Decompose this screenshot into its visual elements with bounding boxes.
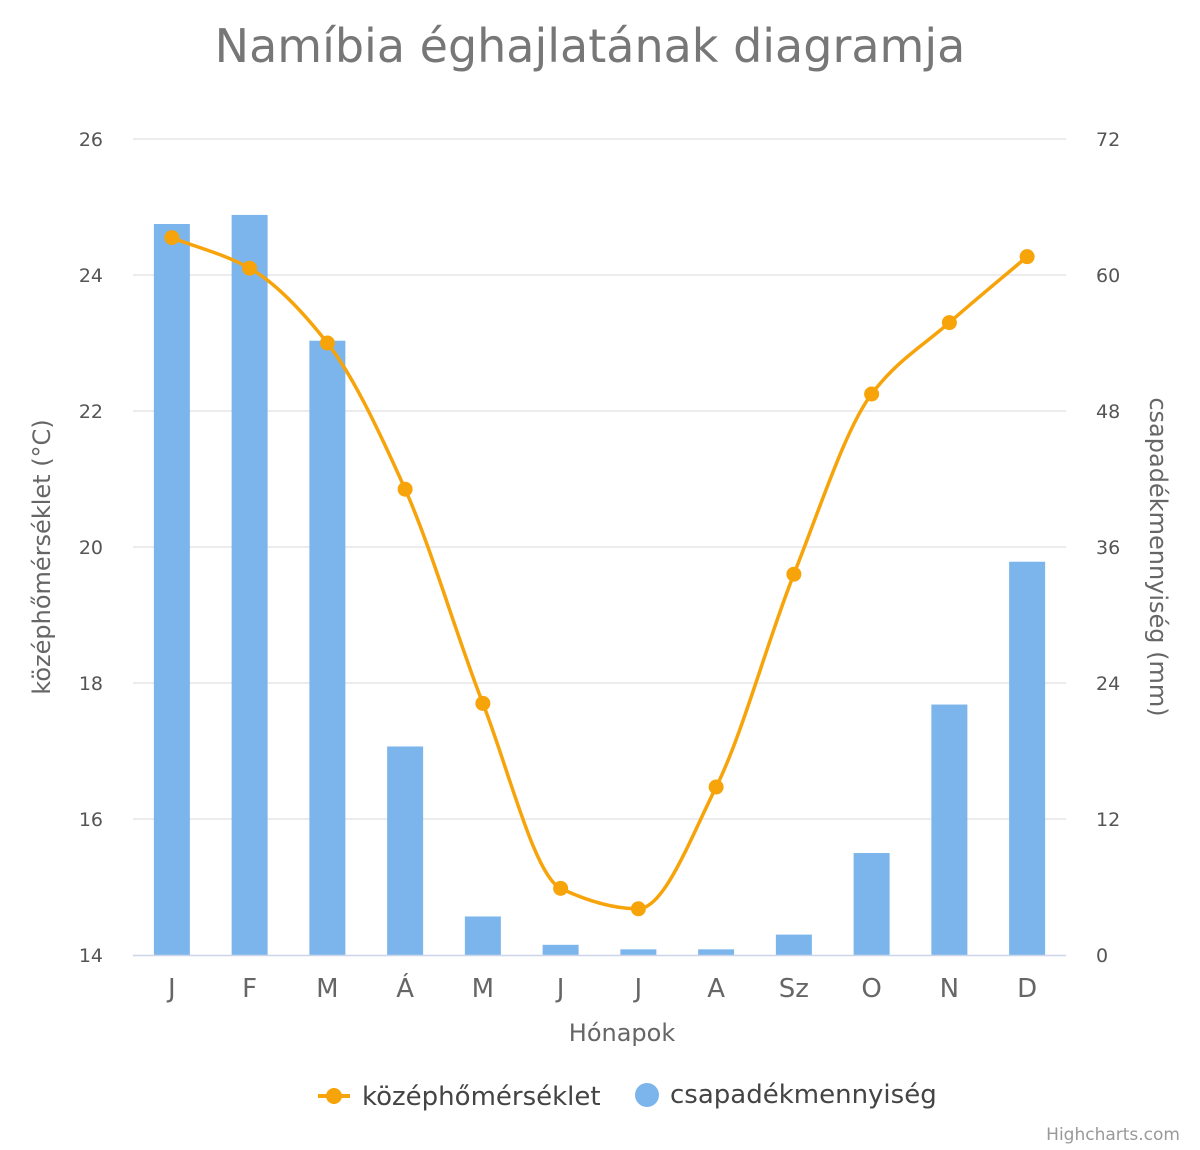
legend-item-precipitation[interactable]: csapadékmennyiség xyxy=(635,1080,937,1110)
x-tick-label: A xyxy=(707,974,725,1004)
x-tick-label: J xyxy=(166,974,176,1004)
temperature-point[interactable] xyxy=(786,566,802,582)
left-y-tick-label: 24 xyxy=(79,265,103,287)
right-y-tick-label: 60 xyxy=(1096,265,1120,287)
chart-title: Namíbia éghajlatának diagramja xyxy=(215,19,966,73)
legend-label-precipitation: csapadékmennyiség xyxy=(670,1080,937,1110)
precipitation-bars xyxy=(153,214,1046,955)
precipitation-bar[interactable] xyxy=(620,949,657,955)
right-y-tick-label: 36 xyxy=(1096,537,1120,559)
axes: 14 16 18 20 22 24 26 0 12 24 36 48 60 72 J F M Á M J J A Sz O N D xyxy=(79,129,1120,1004)
temperature-point[interactable] xyxy=(164,230,180,246)
x-tick-label: F xyxy=(242,974,257,1004)
temperature-point[interactable] xyxy=(941,315,957,331)
left-y-axis-title: középhőmérséklet (°C) xyxy=(28,419,56,694)
x-tick-label: Sz xyxy=(779,974,809,1004)
precipitation-bar[interactable] xyxy=(231,214,268,955)
x-axis-title: Hónapok xyxy=(569,1019,676,1047)
temperature-point[interactable] xyxy=(397,481,413,497)
left-y-tick-label: 20 xyxy=(79,537,103,559)
x-tick-label: M xyxy=(472,974,494,1004)
precipitation-bar[interactable] xyxy=(698,949,735,955)
right-y-tick-label: 24 xyxy=(1096,673,1120,695)
temperature-point[interactable] xyxy=(475,695,491,711)
temperature-line[interactable] xyxy=(170,235,1029,911)
right-y-tick-label: 12 xyxy=(1096,809,1120,831)
left-y-tick-label: 26 xyxy=(79,129,103,151)
x-tick-label: O xyxy=(861,974,881,1004)
legend-label-temperature: középhőmérséklet xyxy=(362,1082,601,1112)
temperature-point[interactable] xyxy=(1019,249,1035,265)
right-y-tick-label: 48 xyxy=(1096,401,1120,423)
temperature-point[interactable] xyxy=(630,901,646,917)
legend-marker-symbol xyxy=(326,1088,342,1104)
precipitation-bar[interactable] xyxy=(542,944,579,955)
precipitation-bar[interactable] xyxy=(1009,561,1046,955)
temperature-point[interactable] xyxy=(553,880,569,896)
x-tick-label: D xyxy=(1017,974,1037,1004)
grid-lines xyxy=(133,138,1066,820)
left-y-tick-label: 16 xyxy=(79,809,103,831)
precipitation-bar[interactable] xyxy=(309,340,346,955)
temperature-point[interactable] xyxy=(708,779,724,795)
temperature-line-series xyxy=(164,230,1035,917)
left-y-tick-label: 14 xyxy=(79,945,103,967)
precipitation-bar[interactable] xyxy=(387,746,424,955)
temperature-point[interactable] xyxy=(319,335,335,351)
precipitation-bar[interactable] xyxy=(853,853,890,955)
right-y-tick-label: 72 xyxy=(1096,129,1120,151)
legend-circle-symbol xyxy=(635,1083,659,1107)
x-tick-label: N xyxy=(940,974,959,1004)
x-tick-label: J xyxy=(633,974,643,1004)
x-tick-label: M xyxy=(316,974,338,1004)
temperature-point[interactable] xyxy=(242,260,258,276)
credits-link[interactable]: Highcharts.com xyxy=(1046,1125,1180,1145)
precipitation-bar[interactable] xyxy=(931,704,968,955)
x-tick-label: J xyxy=(555,974,565,1004)
left-y-tick-label: 18 xyxy=(79,673,103,695)
precipitation-bar[interactable] xyxy=(775,934,812,955)
precipitation-bar[interactable] xyxy=(153,224,190,955)
legend-item-temperature[interactable]: középhőmérséklet xyxy=(318,1082,601,1112)
precipitation-bar[interactable] xyxy=(464,916,501,955)
left-y-tick-label: 22 xyxy=(79,401,103,423)
legend: középhőmérséklet csapadékmennyiség xyxy=(318,1080,937,1112)
right-y-tick-label: 0 xyxy=(1096,945,1108,967)
right-y-axis-title: csapadékmennyiség (mm) xyxy=(1144,397,1172,716)
temperature-point[interactable] xyxy=(864,386,880,402)
x-tick-label: Á xyxy=(396,972,414,1004)
